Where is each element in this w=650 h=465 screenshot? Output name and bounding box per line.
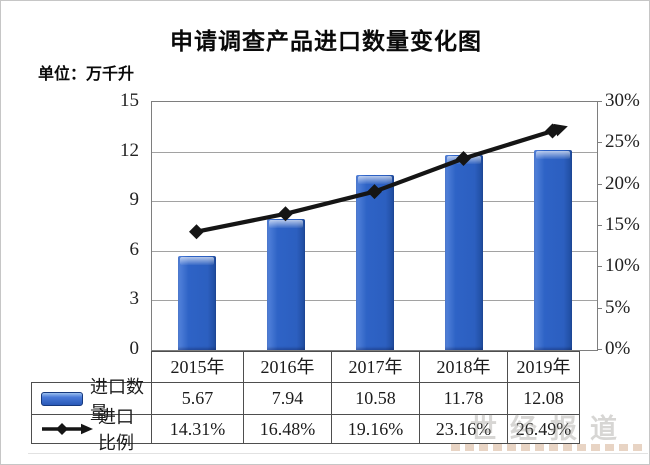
axis-tickmark: [597, 308, 602, 309]
import-bar: [177, 256, 216, 350]
y-axis-right-tick: 20%: [605, 173, 640, 194]
plot-area: [151, 101, 598, 351]
axis-tickmark: [597, 101, 602, 102]
y-axis-right-tick: 5%: [605, 297, 631, 318]
legend-import-quantity: 进口数量: [31, 377, 152, 423]
y-axis-left-tick: 9: [129, 189, 140, 210]
y-axis-left-tick: 3: [129, 288, 140, 309]
import-bar: [533, 150, 572, 350]
ratio-value-cell: 19.16%: [331, 414, 420, 444]
ratio-value-cell: 14.31%: [151, 414, 244, 444]
unit-label: 单位：万千升: [38, 66, 135, 83]
year-header-cell: 2016年: [243, 351, 332, 383]
y-axis-right-tick: 10%: [605, 255, 640, 276]
year-header-cell: 2018年: [419, 351, 508, 383]
y-axis-right-tick: 30%: [605, 90, 640, 111]
y-axis-left-tick: 12: [120, 140, 139, 161]
bar-legend-icon: [41, 391, 83, 406]
import-bar: [444, 155, 483, 350]
axis-tickmark: [597, 349, 602, 350]
ratio-line-svg: [189, 123, 568, 240]
y-axis-right-tick: 25%: [605, 131, 640, 152]
y-axis-right-tick: 0%: [605, 338, 631, 359]
gridline: [152, 151, 597, 153]
import-bar: [355, 175, 394, 350]
axis-tickmark: [597, 266, 602, 267]
quantity-value-cell: 5.67: [151, 382, 244, 415]
ratio-value-cell: 26.49%: [507, 414, 580, 444]
y-axis-left-tick: 0: [129, 338, 140, 359]
import-bar: [266, 218, 305, 350]
watermark-subline: [451, 444, 647, 451]
y-axis-left-tick: 15: [120, 90, 139, 111]
year-header-cell: 2019年: [507, 351, 580, 383]
ratio-value-cell: 16.48%: [243, 414, 332, 444]
axis-tickmark: [597, 142, 602, 143]
chart-title: 申请调查产品进口数量变化图: [170, 28, 482, 54]
axis-tickmark: [597, 225, 602, 226]
watermark-text: 世经报道: [470, 414, 630, 444]
legend-label: 进口数量: [90, 376, 144, 423]
year-header-cell: 2017年: [331, 351, 420, 383]
bottom-divider: [28, 453, 648, 454]
legend-import-ratio: 进口比例: [31, 407, 152, 453]
quantity-value-cell: 7.94: [243, 382, 332, 415]
legend-label: 进口比例: [98, 407, 134, 453]
line-legend-icon: [42, 423, 93, 435]
y-axis-left-tick: 6: [129, 239, 140, 260]
year-header-cell: 2015年: [151, 351, 244, 383]
y-axis-right-tick: 15%: [605, 214, 640, 235]
axis-tickmark: [597, 184, 602, 185]
quantity-value-cell: 10.58: [331, 382, 420, 415]
